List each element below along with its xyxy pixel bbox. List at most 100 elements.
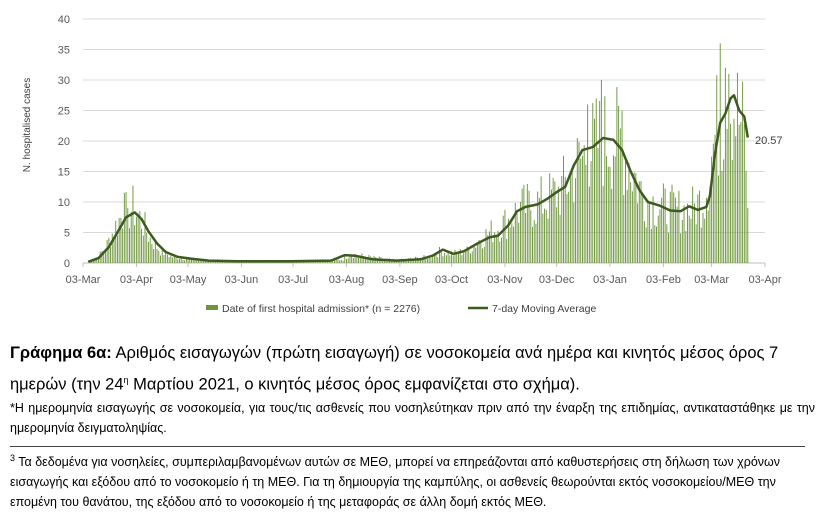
admission-bar [712,143,714,263]
admission-bar [492,242,494,263]
admission-bar [428,255,430,263]
figure-caption: Γράφημα 6α: Αριθμός εισαγωγών (πρώτη εισ… [10,340,815,399]
admission-bar [707,210,709,263]
admission-bar [196,259,198,263]
admission-bar [607,166,609,263]
admission-bar [485,229,487,263]
y-tick-label: 20 [58,136,70,148]
admission-bar [439,246,440,263]
admission-bar [349,256,351,263]
admission-bar [435,255,437,263]
y-tick-label: 15 [58,167,70,179]
admission-bar [347,258,349,263]
admission-bar [166,254,168,263]
admission-bar [346,259,347,263]
admission-bar [192,259,194,263]
footnote-separator [10,446,805,447]
y-tick-label: 35 [58,45,70,57]
admission-bar [664,188,666,263]
admission-bar [523,184,525,263]
admission-bar [619,128,621,263]
admission-bar [332,260,334,263]
admission-bar [125,192,127,263]
admission-bar [699,190,701,263]
admission-bar [296,261,298,263]
x-tick-label: 03-Dec [539,274,575,286]
admission-bar [507,218,509,263]
admission-bar [497,230,499,263]
admission-bar [449,255,451,263]
admission-bar [459,249,461,263]
admission-bar [638,181,640,263]
admission-bar [506,239,508,263]
caption-text-2: Μαρτίου 2021, ο κινητός μέσος όρος εμφαν… [128,375,580,394]
admission-bar [456,252,458,263]
footnote-text: Τα δεδομένα για νοσηλείες, συμπεριλαμβαν… [10,455,781,510]
admission-bar [662,183,664,263]
legend-bar-swatch [206,305,218,310]
admission-bar [444,252,446,263]
y-axis-label: N. hospitalised cases [22,78,33,173]
admission-bar [530,210,532,263]
admission-bar [98,259,99,263]
admission-bar [106,240,108,263]
admission-bar [470,253,471,263]
admission-bar [122,228,124,263]
x-tick-label: 03-Sep [382,274,417,286]
admission-bar [209,261,211,263]
admission-bar [547,218,549,263]
admission-bar [175,256,177,263]
admission-bar [137,213,139,263]
admission-bar [533,220,535,263]
admission-bar [352,258,354,263]
admission-bar [709,186,711,263]
admission-bar [426,258,428,263]
admission-bar [461,255,463,263]
admission-bar [681,220,683,263]
admission-bar [504,209,506,263]
admission-bar [420,258,422,263]
admission-bar [478,239,480,263]
admission-bar [266,261,268,263]
admission-bar [680,233,682,263]
admission-bar [625,156,626,263]
admission-bar [454,249,456,263]
admission-bar [647,200,649,263]
admission-bar [129,228,130,263]
admission-bar [320,261,322,263]
admission-bar [399,261,401,263]
admission-bar [671,184,673,263]
admission-bar [575,178,577,263]
admission-bar [552,177,554,263]
admission-bar [366,258,368,263]
admission-bar [569,172,571,263]
admission-bar [177,259,179,263]
x-tick-label: 03-Jul [278,274,308,286]
admission-bar [227,261,229,263]
gridlines [83,18,765,264]
admission-bar [606,156,608,263]
admission-bar [132,185,134,263]
admission-bar [359,255,361,263]
admission-bar [719,43,721,264]
admission-bar [499,241,501,263]
admission-bar [563,155,564,263]
admission-bar [123,192,125,263]
admission-bar [728,73,730,264]
admission-bar [203,260,205,263]
y-axis-ticks: 0 5 10 15 20 25 30 35 40 [58,14,70,270]
admission-bar [516,211,518,263]
admission-bar [513,226,515,263]
admission-bar [339,260,341,263]
admission-bar [184,260,186,263]
admission-bar [600,80,602,263]
admission-bar [165,250,167,263]
admission-bar [356,255,358,263]
admission-bar [583,145,585,263]
admission-bar [537,191,539,263]
admission-bar [104,250,106,263]
admission-bar [111,233,113,263]
admission-bar [108,237,110,263]
admission-bar [669,191,671,263]
admission-bar [626,189,628,263]
